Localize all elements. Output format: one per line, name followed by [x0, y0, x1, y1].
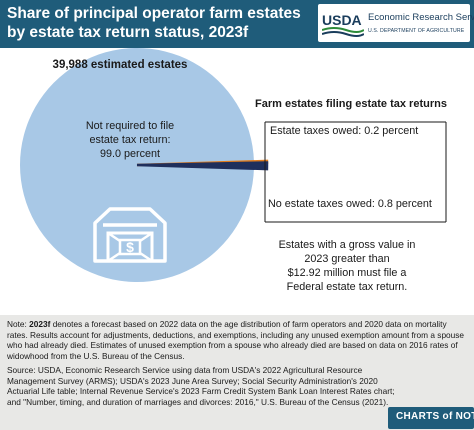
gross-line2: 2023 greater than: [304, 253, 390, 265]
pie-main-line1: Not required to file: [85, 120, 175, 132]
pie-main-line3: 99.0 percent: [99, 148, 161, 160]
usda-mark-icon: USDA: [322, 12, 364, 37]
total-estates-label: 39,988 estimated estates: [52, 59, 188, 71]
chart-title: Share of principal operator farm estates…: [7, 5, 301, 41]
note-label: Note:: [7, 319, 27, 329]
pie-main-line2: estate tax return:: [89, 134, 171, 146]
no-estate-taxes-owed-label: No estate taxes owed: 0.8 percent: [268, 198, 432, 210]
gross-line1: Estates with a gross value in: [278, 239, 416, 251]
source-paragraph: Source: USDA, Economic Research Service …: [7, 365, 395, 407]
gross-line3: $12.92 million must file a: [287, 267, 407, 279]
usda-logo: USDA Economic Research Service U.S. DEPA…: [318, 4, 474, 42]
usda-mark-text: USDA: [322, 12, 362, 28]
pie-chart: $: [20, 48, 447, 282]
breakout-box: [264, 121, 447, 223]
notes-panel: Note: 2023f denotes a forecast based on …: [0, 315, 474, 430]
note-paragraph: Note: 2023f denotes a forecast based on …: [7, 319, 465, 361]
header-banner: Share of principal operator farm estates…: [0, 0, 474, 48]
barn-icon: $: [93, 207, 167, 263]
note-forecast-tag: 2023f: [29, 319, 51, 329]
agency-name: Economic Research Service: [368, 12, 474, 23]
gross-value-annotation: Estates with a gross value in 2023 great…: [272, 238, 422, 294]
dollar-symbol: $: [126, 239, 134, 255]
note-text: denotes a forecast based on 2022 data on…: [7, 319, 465, 361]
gross-line4: Federal estate tax return.: [286, 281, 408, 293]
estate-taxes-owed-label: Estate taxes owed: 0.2 percent: [270, 125, 419, 137]
pie-main-label: Not required to file estate tax return: …: [70, 119, 190, 161]
breakout-title: Farm estates filing estate tax returns: [255, 98, 447, 110]
charts-of-note-logo: CHARTS of NOTE: [396, 411, 474, 422]
pie-group: [20, 48, 269, 282]
charts-of-note-badge: [388, 407, 474, 429]
pie-slice-no-estate-taxes-owed: [136, 161, 269, 171]
department-name: U.S. DEPARTMENT OF AGRICULTURE: [368, 28, 465, 34]
